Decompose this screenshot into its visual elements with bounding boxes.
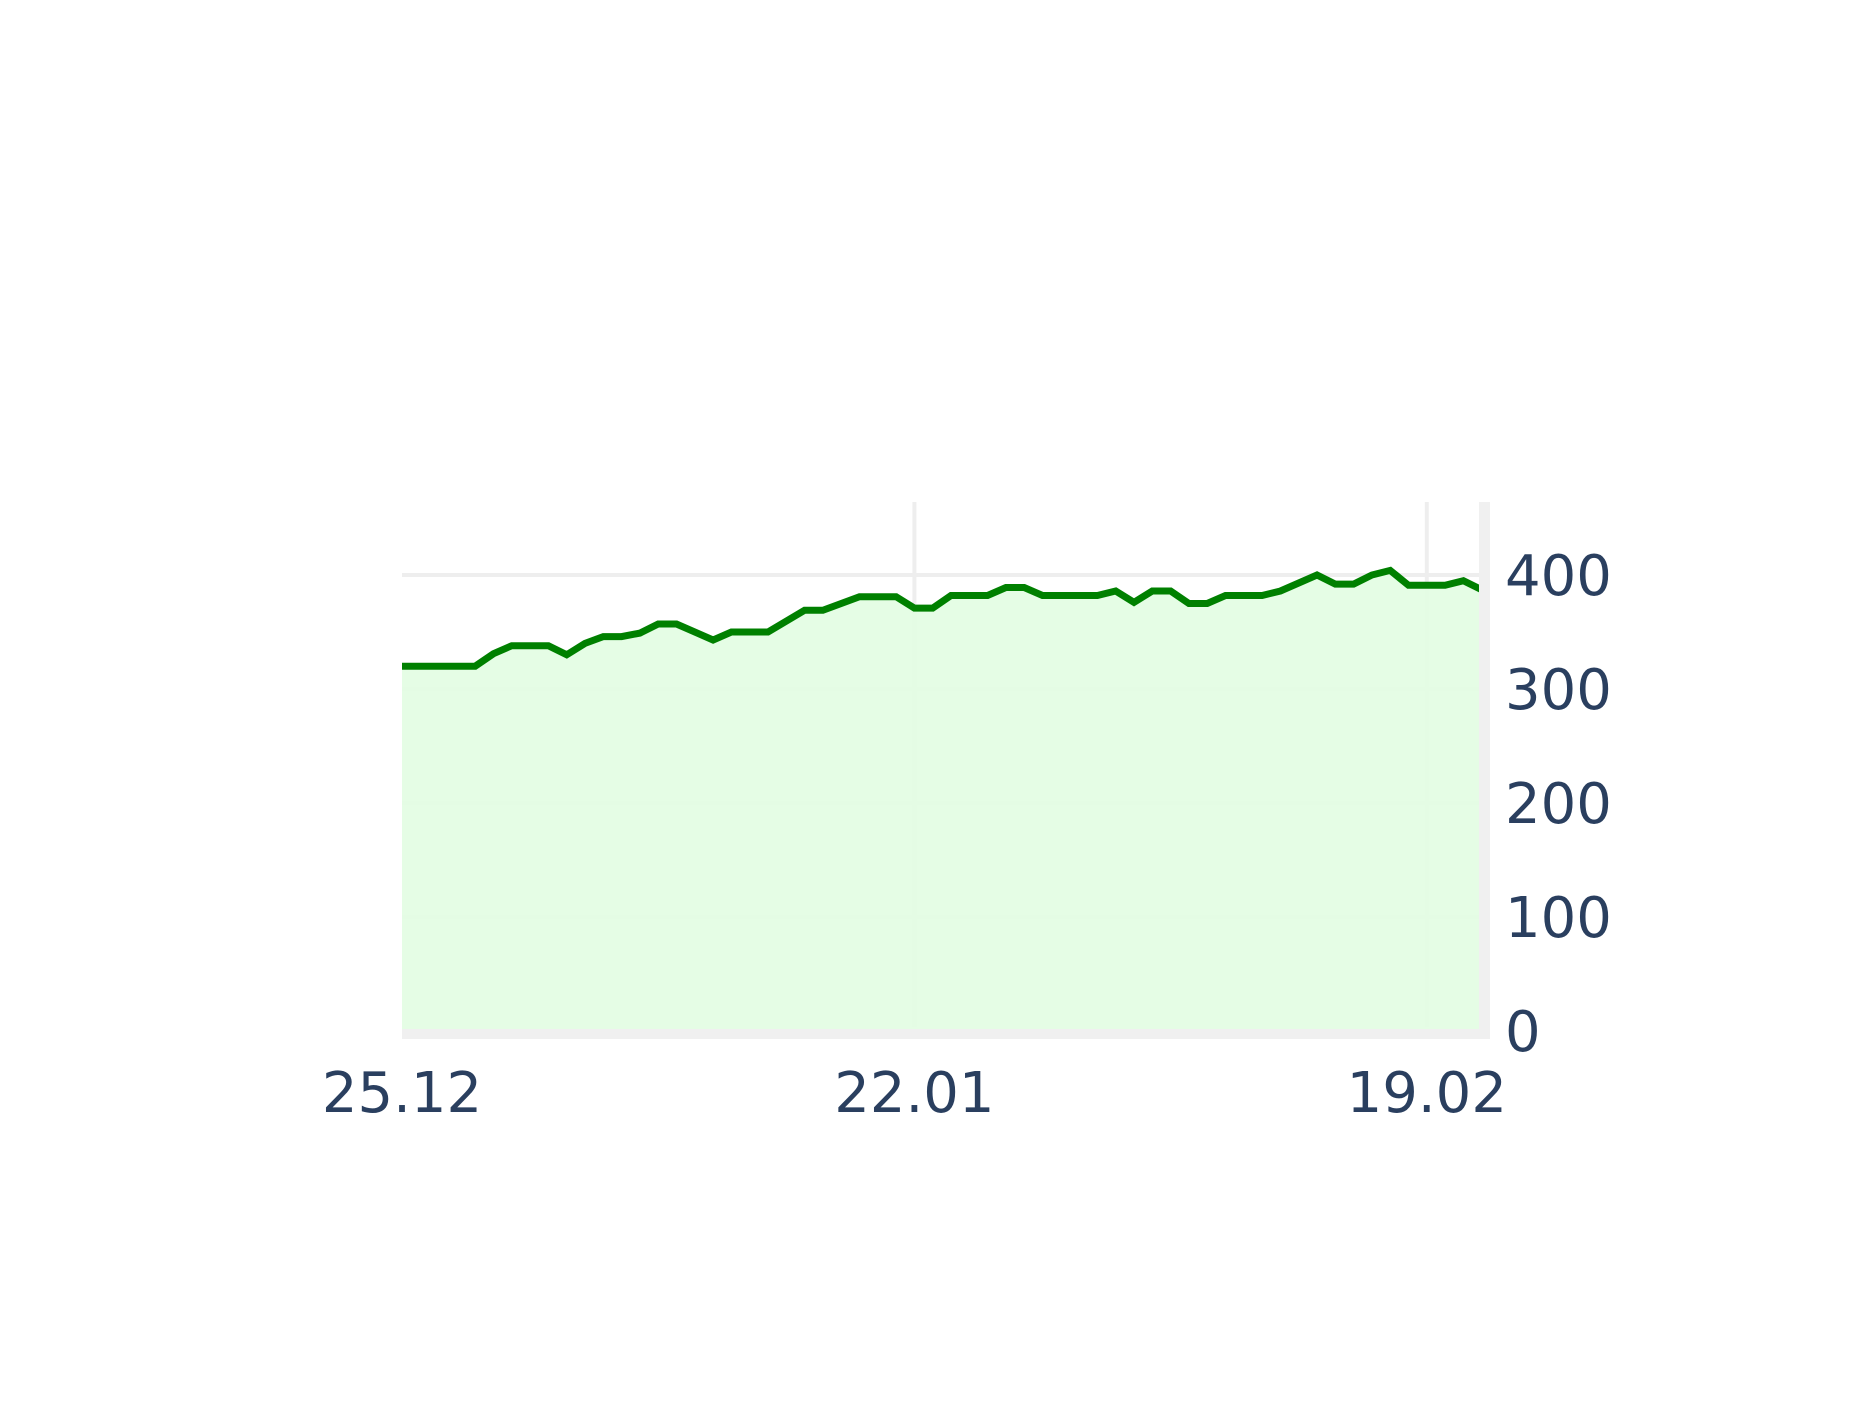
y-axis-band — [1479, 502, 1490, 1038]
y-axis-ticks: 0 100 200 300 400 — [1505, 544, 1612, 1065]
x-axis-band — [402, 1029, 1490, 1039]
x-tick-label: 19.02 — [1347, 1061, 1507, 1126]
series-line — [402, 566, 1484, 670]
y-tick-label: 300 — [1505, 658, 1612, 723]
area-fill — [402, 570, 1482, 1031]
x-axis-ticks: 25.12 22.01 19.02 — [322, 1061, 1507, 1126]
y-tick-label: 400 — [1505, 544, 1612, 609]
x-tick-label: 22.01 — [834, 1061, 994, 1126]
y-tick-label: 0 — [1505, 1000, 1541, 1065]
x-tick-label: 25.12 — [322, 1061, 482, 1126]
y-tick-label: 200 — [1505, 772, 1612, 837]
y-tick-label: 100 — [1505, 886, 1612, 951]
